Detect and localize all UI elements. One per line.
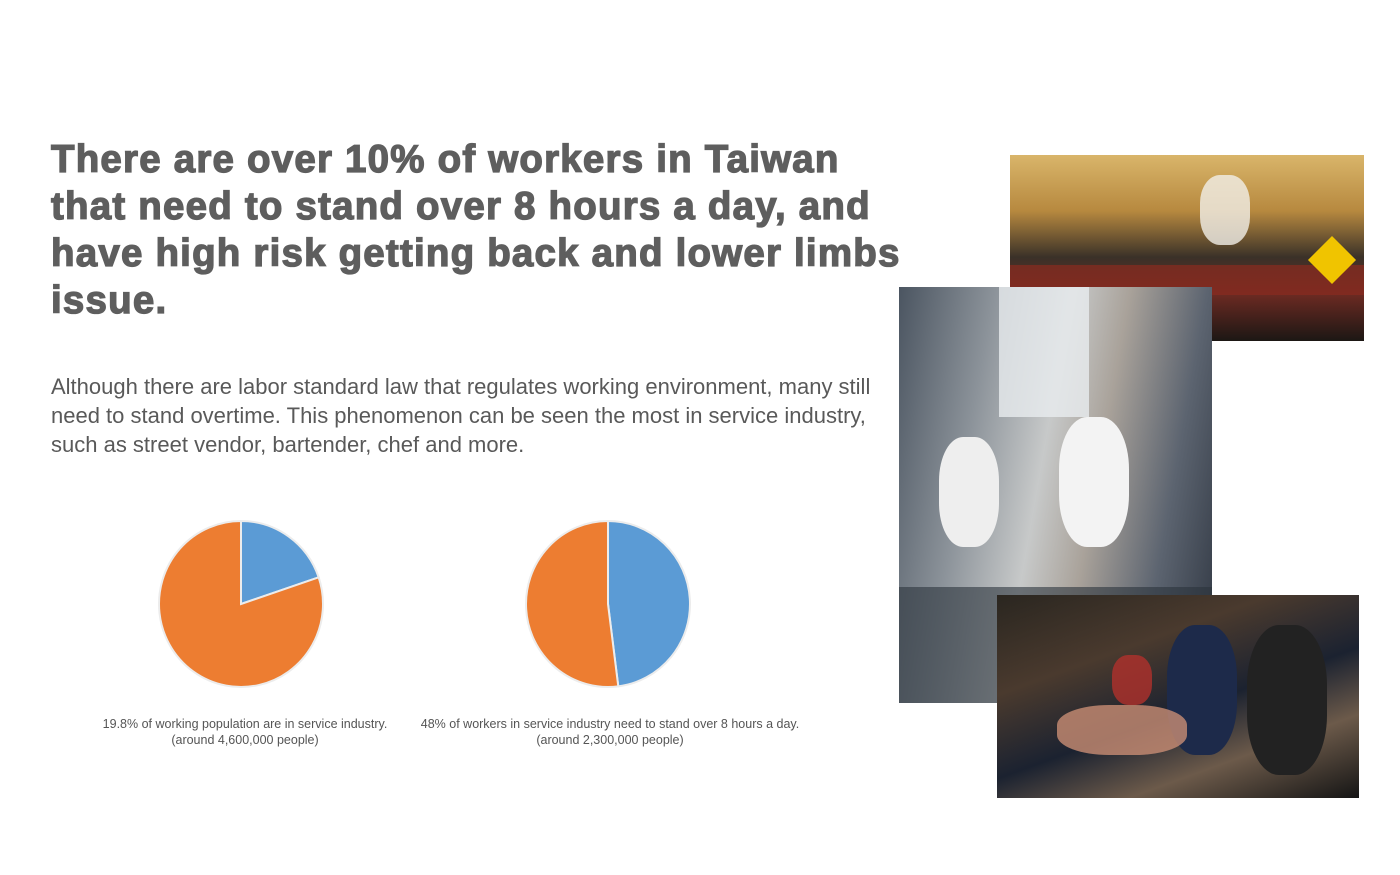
headline: There are over 10% of workers in Taiwan … (50, 137, 901, 322)
photo-chef (997, 595, 1359, 798)
caption-line: (around 2,300,000 people) (536, 733, 684, 747)
pie-chart-standing-workers (525, 519, 691, 688)
pie-slice (158, 519, 324, 688)
caption-standing-workers: 48% of workers in service industry need … (410, 716, 810, 748)
pie-chart-service-industry (158, 519, 324, 688)
pie-slice (525, 519, 620, 688)
caption-service-industry: 19.8% of working population are in servi… (90, 716, 400, 748)
pie-slice (607, 519, 691, 688)
body-text: Although there are labor standard law th… (51, 374, 871, 457)
caption-line: (around 4,600,000 people) (171, 733, 319, 747)
caption-line: 48% of workers in service industry need … (420, 717, 800, 731)
caption-line: 19.8% of working population are in servi… (102, 717, 388, 731)
